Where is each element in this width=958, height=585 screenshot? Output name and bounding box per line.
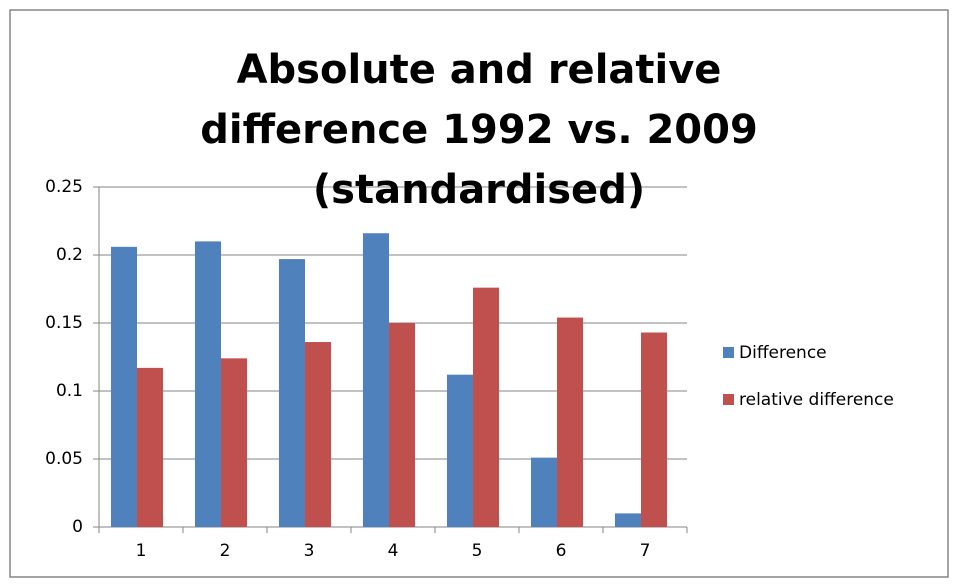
bar — [389, 323, 416, 527]
chart-title: Absolute and relative difference 1992 vs… — [200, 47, 758, 213]
bar — [194, 241, 221, 527]
bar — [557, 317, 584, 527]
bar — [137, 367, 164, 527]
legend-swatch — [723, 347, 734, 358]
bar — [641, 332, 668, 527]
y-tick-label: 0.25 — [45, 177, 83, 197]
bar — [530, 457, 557, 527]
y-tick-label: 0 — [72, 517, 83, 537]
y-tick-label: 0.15 — [45, 313, 83, 333]
bar — [278, 259, 305, 527]
bar — [446, 374, 473, 527]
x-tick-label: 3 — [304, 541, 315, 561]
x-tick-label: 5 — [472, 541, 483, 561]
legend-label: Difference — [739, 343, 827, 363]
bar — [221, 358, 248, 527]
bar — [473, 287, 500, 527]
y-tick-label: 0.05 — [45, 449, 83, 469]
x-tick-label: 4 — [388, 541, 399, 561]
bar — [305, 342, 332, 527]
x-tick-label: 2 — [220, 541, 231, 561]
legend-label: relative difference — [739, 390, 894, 410]
x-tick-label: 1 — [136, 541, 147, 561]
y-tick-label: 0.2 — [56, 245, 83, 265]
y-tick-label: 0.1 — [56, 381, 83, 401]
bar — [614, 513, 641, 527]
x-tick-label: 7 — [640, 541, 651, 561]
legend-swatch — [723, 394, 734, 405]
bar — [110, 246, 137, 527]
bar — [362, 233, 389, 528]
x-tick-label: 6 — [556, 541, 567, 561]
